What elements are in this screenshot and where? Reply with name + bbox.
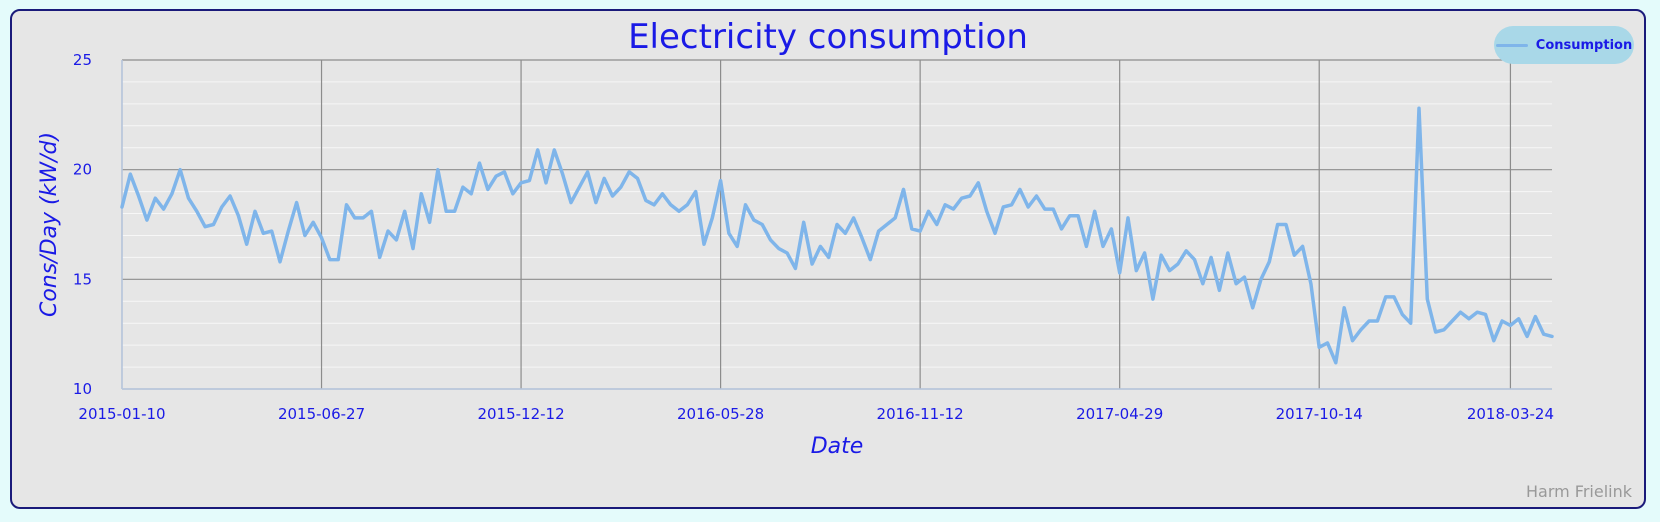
chart-canvas: 10 15 20 25 2015-01-10 2015-06-27 2015-12-12 20… bbox=[37, 51, 1554, 459]
x-tick-label: 2015-01-10 bbox=[78, 405, 165, 423]
chart-credit: Harm Frielink bbox=[1525, 482, 1632, 501]
y-tick-label: 10 bbox=[73, 380, 92, 398]
x-tick-label: 2016-11-12 bbox=[877, 405, 964, 423]
y-tick-label: 20 bbox=[73, 161, 92, 179]
x-tick-label: 2018-03-24 bbox=[1467, 405, 1554, 423]
x-tick-label: 2015-12-12 bbox=[477, 405, 564, 423]
x-tick-label: 2015-06-27 bbox=[278, 405, 365, 423]
chart-legend[interactable]: Consumption bbox=[1494, 26, 1634, 64]
x-axis-title: Date bbox=[811, 434, 864, 459]
y-tick-label: 15 bbox=[73, 270, 92, 288]
y-axis-title: Cons/Day (kW/d) bbox=[37, 132, 62, 317]
x-tick-label: 2017-10-14 bbox=[1276, 405, 1363, 423]
chart-frame: 10 15 20 25 2015-01-10 2015-06-27 2015-12-12 20… bbox=[10, 9, 1646, 509]
legend-label-consumption: Consumption bbox=[1535, 37, 1633, 53]
y-tick-label: 25 bbox=[73, 51, 92, 69]
x-tick-label: 2016-05-28 bbox=[677, 405, 764, 423]
series-line-consumption bbox=[120, 106, 1554, 365]
legend-swatch-consumption bbox=[1495, 43, 1528, 47]
x-tick-label: 2017-04-29 bbox=[1076, 405, 1163, 423]
chart-title: Electricity consumption bbox=[628, 17, 1028, 57]
